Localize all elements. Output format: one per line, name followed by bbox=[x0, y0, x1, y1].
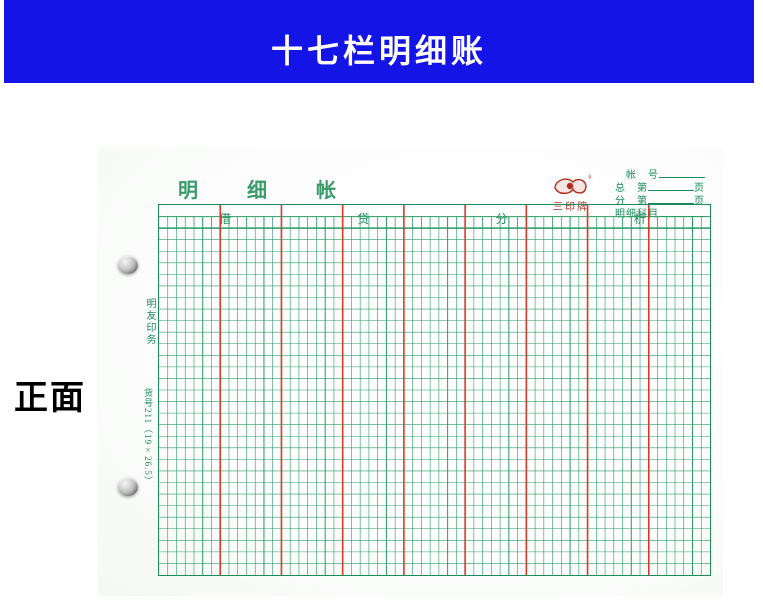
punch-hole-0 bbox=[118, 256, 138, 274]
ledger-title: 明 细 帐 bbox=[178, 174, 358, 203]
title-banner: 十七栏明细账 bbox=[4, 0, 754, 83]
ledger-grid bbox=[158, 204, 711, 576]
ledger-sheet: 明 细 帐 ® 三印牌 帐 号总 第页分 第页明细科目 借 贷 分 析 明友印务… bbox=[98, 148, 723, 596]
brand-logo-icon: ® bbox=[549, 172, 591, 198]
punch-hole-1 bbox=[118, 478, 138, 496]
ledger-grid-svg bbox=[159, 205, 710, 575]
svg-text:®: ® bbox=[588, 174, 591, 181]
side-label: 正面 bbox=[14, 370, 86, 419]
margin-note-1: 明友印务 bbox=[142, 298, 157, 346]
margin-note-2: 货号211（19×26.5） bbox=[142, 388, 155, 486]
title-banner-text: 十七栏明细账 bbox=[4, 26, 754, 72]
